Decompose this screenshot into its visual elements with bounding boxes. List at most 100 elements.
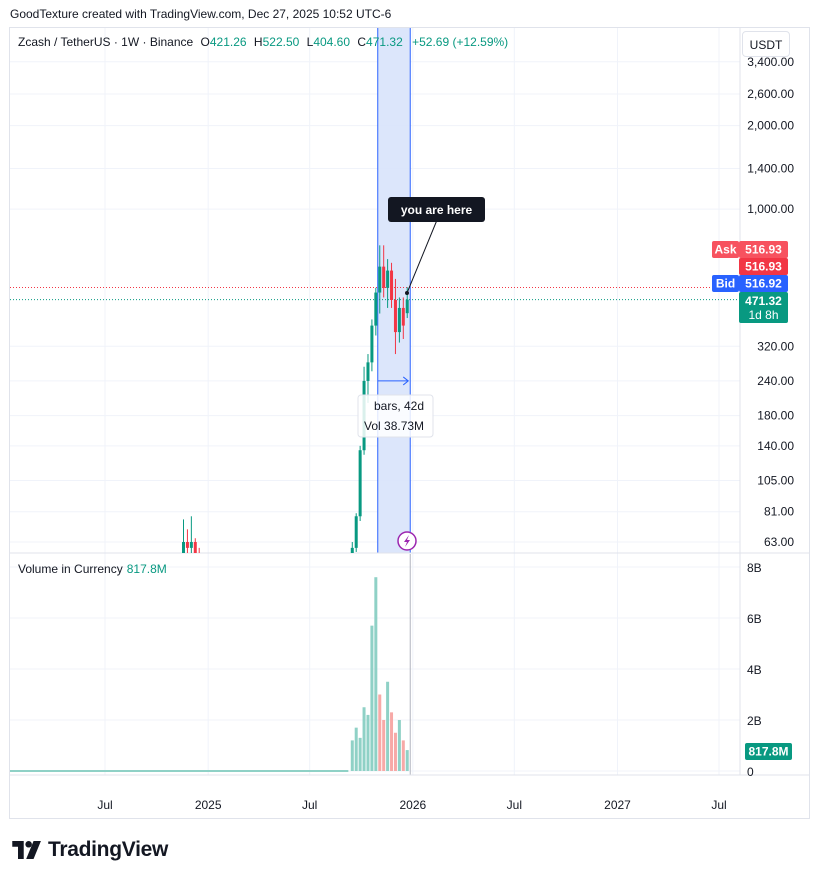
volume-bar[interactable] xyxy=(370,625,374,771)
bid-label-badge[interactable] xyxy=(712,275,739,292)
low-label: L xyxy=(306,35,314,49)
last-red-price-badge[interactable] xyxy=(739,258,788,275)
change-value: +52.69 (+12.59%) xyxy=(412,35,509,49)
time-axis-label[interactable]: 2026 xyxy=(399,798,426,812)
price-axis-label[interactable]: 81.00 xyxy=(764,505,794,519)
volume-axis-label[interactable]: 4B xyxy=(747,663,762,677)
candle-body xyxy=(405,299,409,314)
candle[interactable] xyxy=(401,297,405,339)
volume-bar[interactable] xyxy=(382,720,386,771)
candle-body xyxy=(386,270,390,288)
measure-arrow-head-icon xyxy=(402,376,410,386)
candle-body xyxy=(350,547,354,553)
candle-body xyxy=(185,542,189,548)
price-axis-label[interactable]: 105.00 xyxy=(757,473,794,487)
attribution-text: GoodTexture created with TradingView.com… xyxy=(10,7,392,21)
time-axis-label[interactable]: Jul xyxy=(711,798,726,812)
volume-bar[interactable] xyxy=(378,694,382,772)
symbol-title[interactable]: Zcash / TetherUS · 1W · Binance xyxy=(18,35,194,49)
candle-body xyxy=(370,325,374,363)
high-value: 522.50 xyxy=(262,35,300,49)
candle[interactable] xyxy=(393,278,397,355)
price-axis-label[interactable]: 320.00 xyxy=(757,339,794,353)
candle[interactable] xyxy=(189,516,193,558)
you-are-here-callout[interactable] xyxy=(388,197,485,222)
candle[interactable] xyxy=(374,287,378,336)
price-axis-label[interactable]: 180.00 xyxy=(757,409,794,423)
symbol-legend: Zcash / TetherUS · 1W · Binance O421.26 … xyxy=(18,35,508,49)
price-axis-label[interactable]: 3,400.00 xyxy=(747,55,794,69)
candle[interactable] xyxy=(354,513,358,552)
candle[interactable] xyxy=(185,529,189,558)
volume-bar[interactable] xyxy=(390,712,394,771)
volume-bar[interactable] xyxy=(358,737,362,771)
volume-axis-label[interactable]: 6B xyxy=(747,612,762,626)
candle[interactable] xyxy=(193,538,197,565)
close-label: C xyxy=(357,35,367,49)
callout-pointer-line xyxy=(406,219,438,294)
price-axis-label[interactable]: 240.00 xyxy=(757,374,794,388)
you-are-here-text: you are here xyxy=(401,203,473,217)
candle-body xyxy=(366,362,370,381)
candle[interactable] xyxy=(397,297,401,343)
volume-legend-label[interactable]: Volume in Currency xyxy=(18,562,123,576)
volume-bar[interactable] xyxy=(405,750,409,771)
volume-bar[interactable] xyxy=(397,720,401,771)
candle-body xyxy=(401,307,405,326)
candle[interactable] xyxy=(386,259,390,308)
candle[interactable] xyxy=(378,245,382,314)
candle-body xyxy=(193,542,197,553)
measure-info-volume: Vol 38.73M xyxy=(364,419,424,433)
volume-bar[interactable] xyxy=(350,740,354,771)
candle[interactable] xyxy=(390,262,394,308)
bid-price-badge[interactable] xyxy=(739,275,788,292)
volume-bar[interactable] xyxy=(354,727,358,771)
volume-legend: Volume in Currency 817.8M xyxy=(18,562,167,576)
volume-axis-label[interactable]: 0 xyxy=(747,765,754,779)
lightning-icon xyxy=(404,535,410,547)
candle[interactable] xyxy=(382,245,386,298)
candle[interactable] xyxy=(182,519,186,596)
callout-anchor-dot xyxy=(405,291,409,295)
volume-last-badge[interactable] xyxy=(745,743,792,760)
volume-bar[interactable] xyxy=(374,577,378,771)
volume-bar[interactable] xyxy=(401,740,405,771)
price-axis-label[interactable]: 63.00 xyxy=(764,535,794,549)
close-price-text: 471.32 xyxy=(745,294,782,308)
volume-bar[interactable] xyxy=(366,714,370,771)
open-value: 421.26 xyxy=(209,35,247,49)
open-label: O xyxy=(200,35,210,49)
price-axis-label[interactable]: 2,600.00 xyxy=(747,87,794,101)
currency-button[interactable]: USDT xyxy=(742,31,790,57)
time-axis-label[interactable]: 2025 xyxy=(195,798,222,812)
price-axis-label[interactable]: 1,000.00 xyxy=(747,202,794,216)
candle[interactable] xyxy=(350,542,354,570)
time-axis-label[interactable]: Jul xyxy=(507,798,522,812)
selection-range-band[interactable] xyxy=(377,28,411,553)
volume-bar[interactable] xyxy=(386,681,390,771)
volume-last-badge-text: 817.8M xyxy=(748,745,788,759)
time-axis-label[interactable]: 2027 xyxy=(604,798,631,812)
volume-bar[interactable] xyxy=(393,732,397,771)
ask-label-badge[interactable] xyxy=(712,241,739,258)
candle[interactable] xyxy=(370,319,374,372)
price-axis-label[interactable]: 1,400.00 xyxy=(747,162,794,176)
low-value: 404.60 xyxy=(313,35,351,49)
tradingview-logo-icon xyxy=(12,841,41,859)
measure-info-bars: bars, 42d xyxy=(374,399,424,413)
price-axis-label[interactable]: 140.00 xyxy=(757,439,794,453)
price-axis-label[interactable]: 2,000.00 xyxy=(747,119,794,133)
candle[interactable] xyxy=(358,445,362,522)
time-axis-label[interactable]: Jul xyxy=(97,798,112,812)
ask-price-badge[interactable] xyxy=(739,241,788,258)
volume-bar[interactable] xyxy=(362,707,366,771)
volume-axis-label[interactable]: 2B xyxy=(747,714,762,728)
close-price-badge[interactable] xyxy=(739,292,788,323)
bid-label-badge-text: Bid xyxy=(716,277,735,291)
time-axis-label[interactable]: Jul xyxy=(302,798,317,812)
volume-axis-label[interactable]: 8B xyxy=(747,561,762,575)
ask-label-badge-text: Ask xyxy=(714,243,736,257)
tradingview-logo[interactable]: TradingView xyxy=(12,838,168,862)
bid-price-badge-text: 516.92 xyxy=(745,277,782,291)
